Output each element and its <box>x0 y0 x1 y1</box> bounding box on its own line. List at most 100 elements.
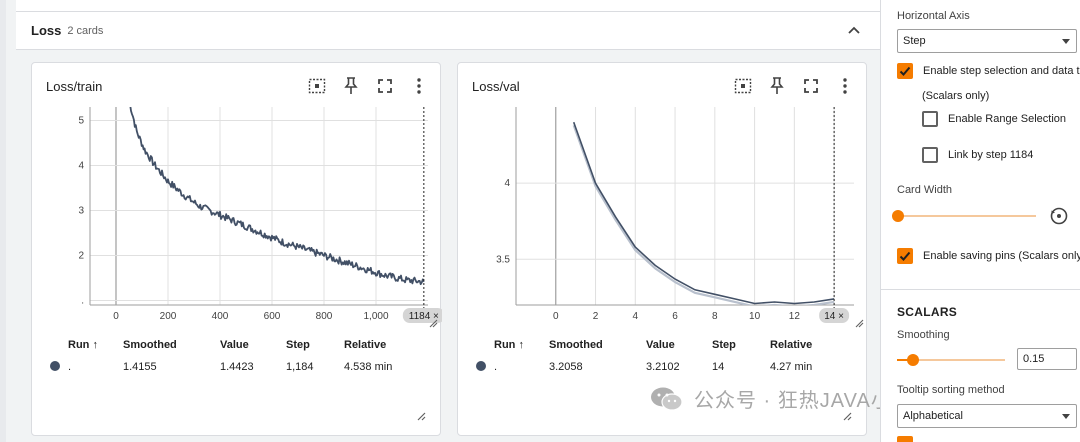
col-relative: Relative <box>344 339 387 351</box>
range-selection-label: Enable Range Selection <box>948 113 1067 125</box>
cell-relative: 4.538 min <box>344 361 393 373</box>
step-badge-label: 1184 × <box>409 311 439 322</box>
pin-icon[interactable] <box>340 75 362 97</box>
line-chart-train[interactable]: 0 200 400 600 800 1,000 5 4 3 2. 1184 × <box>32 103 442 333</box>
smoothing-slider[interactable] <box>891 349 1011 371</box>
step-badge-bg <box>819 308 850 323</box>
table-header-row: Run ↑ Smoothed Value Step Relative <box>42 335 432 355</box>
cell-run: . <box>494 361 498 373</box>
step-selection-label: Enable step selection and data ta <box>923 65 1080 77</box>
y-tick-label: . <box>81 296 84 307</box>
col-smoothed: Smoothed <box>549 339 603 351</box>
series-line <box>572 121 835 305</box>
y-tick-label: 5 <box>78 116 84 127</box>
horizontal-axis-label: Horizontal Axis <box>897 10 970 22</box>
x-tick-label: 600 <box>264 311 281 322</box>
plot-resize-icon <box>855 319 864 328</box>
fullscreen-icon[interactable] <box>800 75 822 97</box>
settings-panel: Horizontal Axis Step Enable step selecti… <box>880 0 1080 442</box>
step-selection-checkbox[interactable] <box>897 63 913 79</box>
cell-run: . <box>68 361 72 373</box>
card-title: Loss/train <box>46 79 103 94</box>
card-toolbar <box>306 75 430 97</box>
resize-grip-icon[interactable] <box>842 411 852 421</box>
step-badge-label: 14 × <box>824 311 844 322</box>
smoothing-label: Smoothing <box>897 329 950 341</box>
scalar-card-train: Loss/train 0 200 400 600 800 1,000 5 4 3 2. 1184 ×… <box>31 62 442 436</box>
card-title: Loss/val <box>472 79 520 94</box>
y-tick-label: 3.5 <box>496 254 510 265</box>
col-value: Value <box>646 339 675 351</box>
scalar-card-val: Loss/val 0 2 4 6 8 10 12 14 4 3.5 14 × Run ↑ Smoot… <box>457 62 867 436</box>
card-width-slider[interactable] <box>891 205 1071 227</box>
card-group-header[interactable]: Loss 2 cards <box>16 12 880 50</box>
series-group <box>572 121 835 305</box>
col-run[interactable]: Run ↑ <box>68 339 98 351</box>
col-smoothed: Smoothed <box>123 339 177 351</box>
chevron-up-icon[interactable] <box>846 22 862 38</box>
table-header-row: Run ↑ Smoothed Value Step Relative <box>468 335 858 355</box>
partial-checkbox[interactable] <box>897 436 913 442</box>
table-row: . 1.4155 1.4423 1,184 4.538 min <box>42 357 432 377</box>
resize-grip-icon[interactable] <box>416 411 426 421</box>
x-tick-label: 10 <box>749 311 761 322</box>
slider-thumb[interactable] <box>907 354 919 366</box>
card-toolbar <box>732 75 856 97</box>
fullscreen-icon[interactable] <box>374 75 396 97</box>
series-group <box>129 107 425 286</box>
tooltip-sorting-select[interactable]: Alphabetical <box>897 404 1077 428</box>
run-color-dot <box>476 360 486 371</box>
watermark-text: 公众号 · 狂热JAVA小毕超 <box>694 390 934 412</box>
cell-value: 1.4423 <box>220 361 254 373</box>
y-tick-label: 4 <box>78 161 84 172</box>
check-icon <box>899 66 911 76</box>
series-line <box>129 107 425 286</box>
slider-thumb[interactable] <box>892 210 904 222</box>
reset-icon[interactable] <box>1050 207 1068 225</box>
saving-pins-label: Enable saving pins (Scalars only) <box>923 250 1080 262</box>
col-run[interactable]: Run ↑ <box>494 339 524 351</box>
watermark: 公众号 · 狂热JAVA小毕超 <box>650 384 934 413</box>
x-tick-label: 6 <box>672 311 678 322</box>
x-tick-label: 1,000 <box>363 311 388 322</box>
range-selection-checkbox[interactable] <box>922 111 938 127</box>
card-width-label: Card Width <box>897 184 953 196</box>
line-chart-val[interactable]: 0246810121443.514 × <box>458 103 868 333</box>
x-tick-label: 200 <box>160 311 177 322</box>
group-card-count: 2 cards <box>67 24 104 37</box>
more-vert-icon[interactable] <box>834 75 856 97</box>
step-badge-bg <box>402 308 442 323</box>
series-line-raw <box>572 124 835 305</box>
horizontal-axis-select[interactable]: Step <box>897 29 1077 53</box>
wechat-logo-icon <box>651 387 683 411</box>
col-relative: Relative <box>770 339 813 351</box>
fit-domain-icon[interactable] <box>306 75 328 97</box>
smoothing-input[interactable]: 0.15 <box>1017 348 1077 370</box>
group-title: Loss <box>31 23 62 38</box>
check-icon <box>899 251 911 261</box>
x-tick-label: 4 <box>633 311 639 322</box>
x-tick-label: 400 <box>212 311 229 322</box>
pin-icon[interactable] <box>766 75 788 97</box>
scalars-only-note: (Scalars only) <box>922 90 990 102</box>
more-vert-icon[interactable] <box>408 75 430 97</box>
link-by-step-checkbox[interactable] <box>922 147 938 163</box>
col-step: Step <box>712 339 736 351</box>
x-tick-label: 0 <box>553 311 559 322</box>
cell-step: 14 <box>712 361 725 373</box>
table-row: . 3.2058 3.2102 14 4.27 min <box>468 357 858 377</box>
run-color-dot <box>50 360 60 371</box>
fit-domain-icon[interactable] <box>732 75 754 97</box>
x-tick-label: 0 <box>113 311 119 322</box>
x-tick-label: 8 <box>712 311 718 322</box>
divider <box>881 289 1080 290</box>
col-step: Step <box>286 339 310 351</box>
saving-pins-checkbox[interactable] <box>897 248 913 264</box>
dropdown-arrow-icon <box>1062 39 1070 44</box>
y-tick-label: 3 <box>78 206 84 217</box>
y-tick-label: 4 <box>504 178 510 189</box>
tooltip-table: Run ↑ Smoothed Value Step Relative . 1.4… <box>42 335 432 377</box>
top-strip <box>16 0 880 12</box>
tooltip-table: Run ↑ Smoothed Value Step Relative . 3.2… <box>468 335 858 377</box>
cell-relative: 4.27 min <box>770 361 813 373</box>
